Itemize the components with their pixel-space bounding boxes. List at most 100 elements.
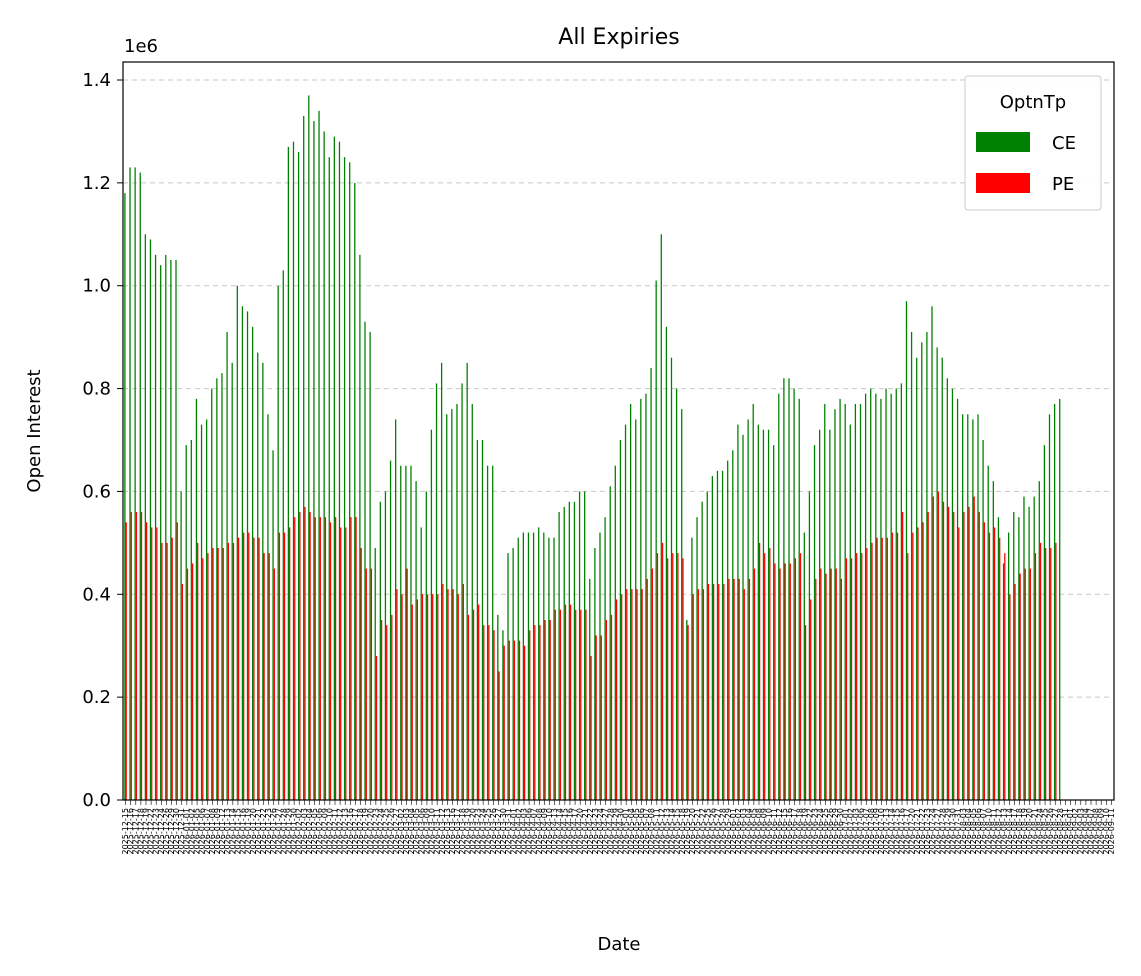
x-tick-label: 2026-04-01 bbox=[509, 808, 518, 855]
bar-pe bbox=[820, 568, 822, 800]
x-tick-label: 2026-05-21 bbox=[693, 808, 702, 855]
bar-pe bbox=[493, 630, 495, 800]
bar-ce bbox=[492, 465, 494, 800]
x-tick-label: 2026-08-24 bbox=[1035, 808, 1044, 855]
bar-pe bbox=[595, 635, 597, 800]
x-tick-label: 2026-08-31 bbox=[1061, 808, 1070, 855]
y-scale-label: 1e6 bbox=[124, 36, 158, 57]
x-tick-label: 2026-06-03 bbox=[739, 808, 748, 855]
bar-ce bbox=[905, 301, 908, 800]
bar-ce bbox=[578, 491, 581, 800]
x-tick-label: 2026-06-30 bbox=[836, 808, 845, 855]
bar-ce bbox=[129, 167, 131, 800]
x-tick-label: 2026-08-21 bbox=[1030, 808, 1039, 855]
bar-ce bbox=[619, 440, 622, 800]
x-tick-label: 2026-04-07 bbox=[530, 808, 539, 855]
x-tick-label: 2026-07-06 bbox=[857, 808, 866, 855]
x-tick-label: 2026-07-17 bbox=[903, 808, 912, 855]
bar-pe bbox=[549, 620, 551, 800]
y-tick-label: 1.0 bbox=[82, 276, 111, 297]
bar-ce bbox=[461, 383, 463, 800]
x-tick-label: 2026-04-10 bbox=[545, 808, 554, 855]
x-tick-label: 2026-08-06 bbox=[974, 808, 983, 855]
bar-ce bbox=[762, 429, 765, 800]
bar-pe bbox=[626, 589, 628, 800]
bar-pe bbox=[299, 512, 301, 800]
bar-ce bbox=[415, 481, 417, 800]
x-tick-label: 2026-06-04 bbox=[744, 808, 753, 855]
x-tick-label: 2026-09-07 bbox=[1087, 808, 1096, 855]
x-tick-label: 2026-05-18 bbox=[678, 808, 687, 855]
bar-ce bbox=[190, 440, 192, 800]
bar-pe bbox=[186, 568, 189, 800]
x-tick-label: 2026-07-24 bbox=[928, 808, 937, 855]
bar-pe bbox=[314, 517, 316, 800]
bar-ce bbox=[563, 506, 565, 800]
y-axis: 0.0 0.2 0.4 0.6 0.8 1.0 1.2 1.4 bbox=[82, 70, 123, 811]
x-tick-label: 2026-06-23 bbox=[811, 808, 820, 855]
bar-pe bbox=[457, 594, 459, 800]
bar-ce bbox=[808, 491, 811, 800]
bar-pe bbox=[743, 589, 745, 800]
bar-ce bbox=[282, 270, 284, 800]
x-tick-label: 2026-08-07 bbox=[979, 808, 988, 855]
y-tick-label: 0.0 bbox=[82, 790, 111, 811]
bar-ce bbox=[829, 429, 831, 800]
bar-ce bbox=[824, 404, 826, 800]
bar-ce bbox=[977, 414, 979, 800]
x-tick-label: 2026-01-14 bbox=[228, 808, 237, 855]
x-tick-label: 2026-09-04 bbox=[1081, 808, 1090, 855]
bar-ce bbox=[665, 326, 668, 800]
bar-ce bbox=[400, 465, 402, 800]
x-axis-label: Date bbox=[597, 934, 640, 955]
x-tick-label: 2026-05-15 bbox=[673, 808, 682, 855]
x-tick-label: 2026-04-14 bbox=[555, 808, 564, 855]
x-tick-label: 2026-03-03 bbox=[402, 808, 411, 855]
bar-ce bbox=[624, 424, 627, 800]
bar-pe bbox=[774, 563, 776, 800]
bar-pe bbox=[641, 589, 643, 800]
bar-ce bbox=[532, 532, 535, 800]
bar-pe bbox=[329, 522, 332, 800]
x-tick-label: 2025-12-30 bbox=[172, 808, 181, 855]
x-tick-label: 2026-06-12 bbox=[775, 808, 784, 855]
bar-pe bbox=[309, 512, 311, 800]
bar-pe bbox=[237, 537, 240, 800]
x-tick-label: 2026-04-02 bbox=[514, 808, 523, 855]
x-tick-label: 2026-04-28 bbox=[606, 808, 615, 855]
x-tick-label: 2026-03-10 bbox=[428, 808, 437, 855]
x-tick-label: 2026-05-19 bbox=[683, 808, 692, 855]
bar-ce bbox=[379, 501, 381, 800]
bar-ce bbox=[757, 424, 759, 800]
bar-pe bbox=[191, 563, 194, 800]
bar-ce bbox=[818, 429, 821, 800]
bar-pe bbox=[529, 630, 531, 800]
bar-pe bbox=[876, 537, 878, 800]
bar-pe bbox=[707, 584, 710, 800]
x-tick-label: 2026-03-18 bbox=[458, 808, 467, 855]
bar-pe bbox=[988, 532, 991, 800]
x-tick-label: 2026-01-22 bbox=[259, 808, 268, 855]
bar-ce bbox=[849, 424, 851, 800]
bar-pe bbox=[764, 553, 766, 800]
bar-ce bbox=[451, 409, 453, 800]
bar-ce bbox=[538, 527, 540, 800]
bar-ce bbox=[1028, 506, 1030, 800]
bar-pe bbox=[758, 542, 761, 800]
x-tick-label: 2026-08-10 bbox=[984, 808, 993, 855]
bar-pe bbox=[850, 558, 853, 800]
bar-ce bbox=[839, 398, 841, 800]
bar-ce bbox=[778, 393, 780, 800]
x-tick-label: 2026-04-27 bbox=[601, 808, 610, 855]
bar-pe bbox=[232, 542, 235, 800]
x-tick-label: 2026-08-20 bbox=[1025, 808, 1034, 855]
bar-ce bbox=[737, 424, 739, 800]
bar-pe bbox=[478, 604, 480, 800]
bar-pe bbox=[447, 589, 449, 800]
bar-pe bbox=[355, 517, 357, 800]
x-tick-label: 2025-12-29 bbox=[167, 808, 176, 855]
x-tick-label: 2026-04-08 bbox=[535, 808, 544, 855]
bar-ce bbox=[154, 254, 157, 800]
bar-pe bbox=[380, 620, 383, 800]
